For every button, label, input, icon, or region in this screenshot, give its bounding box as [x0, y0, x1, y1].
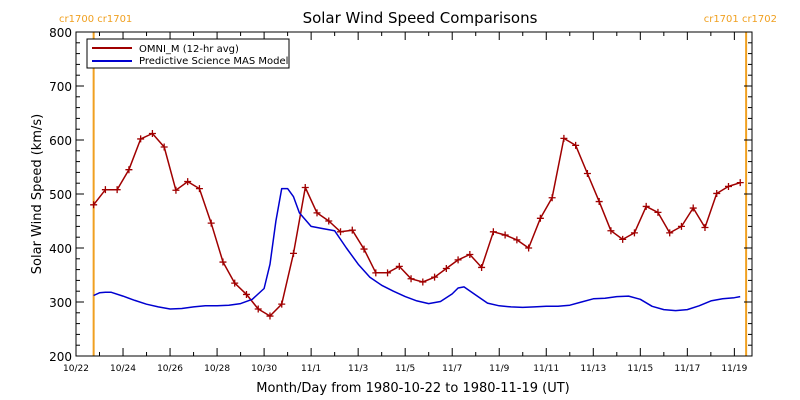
omni-data-point — [536, 214, 544, 222]
omni-data-point — [619, 235, 627, 243]
omni-data-point — [595, 198, 603, 206]
omni-data-point — [454, 256, 462, 264]
omni-data-point — [184, 178, 192, 186]
x-tick-label: 11/9 — [489, 364, 509, 374]
omni-data-point — [266, 312, 274, 320]
omni-data-point — [90, 201, 98, 209]
omni-data-point — [689, 204, 697, 212]
x-tick-label: 10/24 — [110, 364, 136, 374]
x-tick-label: 10/22 — [63, 364, 89, 374]
y-tick-label: 400 — [49, 242, 72, 256]
omni-data-point — [478, 263, 486, 271]
x-tick-label: 11/13 — [580, 364, 606, 374]
omni-data-point — [207, 219, 215, 227]
omni-data-point — [513, 236, 521, 244]
omni-data-point — [607, 227, 615, 235]
omni-data-point — [701, 223, 709, 231]
y-tick-label: 700 — [49, 80, 72, 94]
series-line-omni — [93, 132, 741, 317]
x-tick-label: 11/17 — [674, 364, 700, 374]
omni-data-point — [137, 135, 145, 143]
omni-data-point — [372, 269, 380, 277]
omni-data-point — [313, 209, 321, 217]
x-tick-label: 11/5 — [395, 364, 415, 374]
y-tick-label: 800 — [49, 26, 72, 40]
x-tick-label: 11/19 — [721, 364, 747, 374]
omni-data-point — [242, 290, 250, 298]
omni-data-point — [572, 141, 580, 149]
omni-data-point — [666, 229, 674, 237]
omni-data-point — [360, 245, 368, 253]
omni-data-point — [278, 300, 286, 308]
omni-data-point — [160, 143, 168, 151]
y-tick-label: 200 — [49, 350, 72, 364]
omni-data-point — [466, 250, 474, 258]
omni-data-point — [172, 186, 180, 194]
y-axis-ticks: 200 300 400 500 600 700 800 — [49, 26, 752, 364]
omni-data-point — [325, 217, 333, 225]
omni-data-point — [384, 269, 392, 277]
x-tick-label: 11/1 — [301, 364, 321, 374]
omni-data-point — [219, 258, 227, 266]
omni-data-point — [231, 279, 239, 287]
omni-data-point — [125, 166, 133, 174]
legend: OMNI_M (12-hr avg) Predictive Science MA… — [86, 38, 290, 69]
legend-label-omni: OMNI_M (12-hr avg) — [139, 44, 239, 55]
omni-data-point — [289, 249, 297, 257]
x-tick-label: 10/28 — [204, 364, 230, 374]
omni-data-point — [677, 222, 685, 230]
omni-data-point — [724, 182, 732, 190]
x-tick-label: 10/26 — [157, 364, 183, 374]
omni-data-point — [254, 305, 262, 313]
omni-data-point — [301, 184, 309, 192]
y-tick-label: 600 — [49, 134, 72, 148]
x-axis-label: Month/Day from 1980-10-22 to 1980-11-19 … — [256, 381, 569, 396]
x-axis-ticks: 10/22 10/24 10/26 10/28 10/30 11/1 11/3 11/5 11/… — [63, 32, 748, 374]
y-tick-label: 500 — [49, 188, 72, 202]
omni-data-point — [654, 208, 662, 216]
chart-title: Solar Wind Speed Comparisons — [303, 9, 538, 27]
omni-data-point — [642, 202, 650, 210]
omni-data-point — [713, 189, 721, 197]
series-lines — [90, 130, 744, 320]
omni-data-point — [337, 228, 345, 236]
x-tick-label: 11/3 — [348, 364, 368, 374]
y-tick-label: 300 — [49, 296, 72, 310]
omni-data-point — [113, 186, 121, 194]
omni-data-point — [630, 229, 638, 237]
carrington-boundary-label: cr1701 cr1702 — [704, 14, 777, 25]
legend-label-model: Predictive Science MAS Model — [139, 56, 288, 67]
omni-data-point — [407, 275, 415, 283]
x-tick-label: 11/15 — [627, 364, 653, 374]
omni-data-point — [489, 228, 497, 236]
omni-data-point — [395, 262, 403, 270]
x-tick-label: 11/11 — [533, 364, 559, 374]
carrington-boundary-label: cr1700 cr1701 — [59, 14, 132, 25]
omni-data-point — [583, 169, 591, 177]
x-tick-label: 11/7 — [442, 364, 462, 374]
y-axis-label: Solar Wind Speed (km/s) — [30, 114, 45, 274]
omni-data-point — [195, 185, 203, 193]
legend-box — [86, 38, 290, 69]
omni-data-point — [560, 134, 568, 142]
omni-data-point — [501, 231, 509, 239]
omni-data-point — [442, 265, 450, 273]
omni-data-point — [101, 186, 109, 194]
omni-data-point — [348, 226, 356, 234]
omni-data-point — [431, 273, 439, 281]
omni-data-point — [148, 130, 156, 138]
omni-data-point — [736, 179, 744, 187]
x-tick-label: 10/30 — [251, 364, 277, 374]
series-line-model — [93, 187, 741, 312]
omni-data-point — [419, 278, 427, 286]
omni-data-point — [548, 194, 556, 202]
omni-data-point — [525, 244, 533, 252]
